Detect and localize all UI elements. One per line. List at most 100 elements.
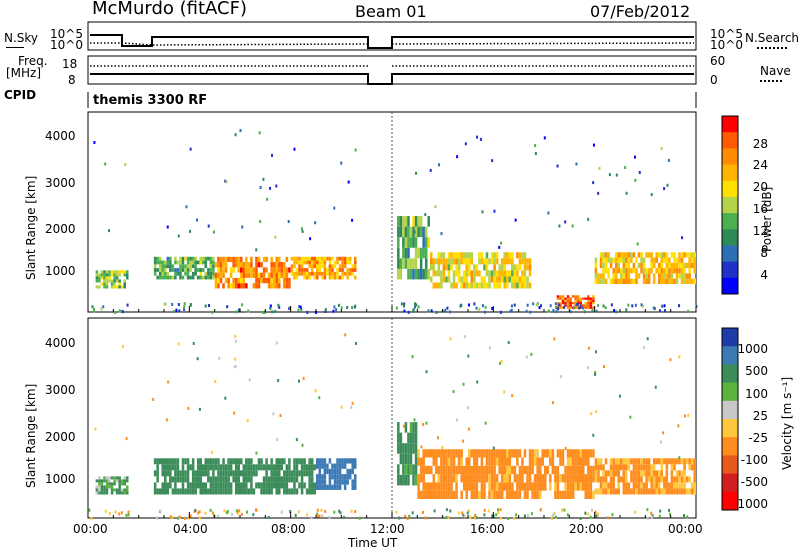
- power-cell: [204, 256, 208, 261]
- power-cell: [207, 256, 210, 261]
- velocity-cell: [490, 449, 494, 458]
- power-cell: [675, 257, 679, 263]
- velocity-cell: [652, 458, 656, 465]
- power-cell: [267, 272, 271, 278]
- velocity-cell: [404, 474, 408, 486]
- power-speckle: [663, 304, 666, 308]
- power-cell: [397, 258, 400, 269]
- power-cell: [612, 278, 615, 284]
- velocity-cell: [508, 474, 512, 483]
- velocity-cell: [265, 476, 268, 483]
- power-speckle: [204, 304, 207, 308]
- velocity-cell: [103, 479, 106, 483]
- velocity-cell: [569, 474, 572, 483]
- velocity-cell: [678, 476, 681, 483]
- power-cell: [652, 257, 656, 263]
- velocity-ytick: 2000: [45, 430, 76, 444]
- power-cell: [468, 252, 471, 259]
- power-speckle: [687, 309, 690, 313]
- power-cell: [194, 268, 197, 272]
- power-cell: [521, 276, 524, 283]
- velocity-cell: [549, 482, 552, 491]
- velocity-cell: [680, 458, 684, 465]
- velocity-cell: [475, 482, 479, 491]
- power-speckle: [234, 133, 237, 137]
- power-cell: [186, 256, 190, 261]
- power-cell: [419, 258, 423, 269]
- power-speckle: [413, 230, 416, 234]
- power-cell: [495, 258, 499, 265]
- velocity-cell: [460, 465, 463, 475]
- velocity-cell: [678, 470, 681, 477]
- velocity-cell: [191, 458, 195, 465]
- velocity-speckle: [125, 513, 128, 517]
- power-speckle: [440, 232, 443, 236]
- power-cell: [202, 256, 205, 261]
- velocity-cell: [234, 482, 238, 489]
- velocity-speckle: [449, 509, 452, 513]
- power-speckle: [172, 310, 175, 314]
- power-speckle: [427, 309, 430, 313]
- power-cell: [232, 267, 235, 273]
- velocity-cell: [503, 482, 506, 491]
- velocity-cell: [511, 490, 514, 499]
- velocity-cell: [465, 482, 468, 491]
- power-cell: [556, 297, 560, 300]
- velocity-cell: [156, 464, 159, 471]
- velocity-cell: [166, 482, 170, 489]
- velocity-cell: [242, 482, 246, 489]
- velocity-cell: [455, 449, 458, 458]
- velocity-cell: [645, 488, 648, 495]
- velocity-cbar-tick: 1000: [737, 342, 768, 356]
- power-speckle: [177, 234, 180, 238]
- power-cell: [511, 282, 514, 289]
- power-speckle: [652, 306, 655, 310]
- velocity-cell: [655, 476, 658, 483]
- power-cell: [295, 268, 299, 272]
- velocity-cell: [450, 482, 453, 491]
- power-cell: [427, 216, 430, 227]
- power-cell: [166, 260, 170, 265]
- velocity-cell: [632, 488, 636, 495]
- power-cell: [323, 268, 327, 272]
- power-speckle: [340, 306, 343, 310]
- velocity-cell: [100, 485, 104, 489]
- velocity-cell: [637, 470, 641, 477]
- velocity-cell: [617, 482, 620, 489]
- velocity-cell: [331, 474, 334, 480]
- power-cell: [670, 262, 674, 269]
- power-cell: [683, 262, 686, 269]
- velocity-cell: [432, 457, 436, 466]
- power-cell: [346, 271, 349, 276]
- velocity-speckle: [476, 380, 479, 384]
- power-speckle: [481, 210, 484, 214]
- velocity-cell: [516, 474, 519, 483]
- velocity-speckle: [496, 508, 499, 512]
- power-cell: [100, 270, 104, 274]
- power-cell: [445, 258, 448, 265]
- power-cell: [620, 273, 623, 279]
- velocity-cbar-tick: -500: [740, 475, 768, 489]
- velocity-cell: [445, 449, 448, 458]
- power-cell: [460, 252, 463, 259]
- power-cell: [680, 257, 684, 263]
- velocity-cell: [584, 482, 588, 491]
- power-cell: [262, 267, 266, 273]
- colorbar-swatch: [722, 473, 738, 493]
- power-cell: [169, 268, 172, 272]
- velocity-speckle: [491, 514, 494, 518]
- power-cell: [171, 264, 175, 269]
- power-speckle: [333, 305, 336, 309]
- power-speckle: [468, 303, 471, 307]
- velocity-cell: [318, 474, 322, 480]
- power-cell: [678, 257, 681, 263]
- velocity-cell: [445, 474, 448, 483]
- velocity-cell: [683, 476, 686, 483]
- velocity-cell: [308, 482, 311, 489]
- velocity-cell: [321, 484, 324, 490]
- velocity-speckle: [104, 509, 107, 513]
- velocity-cell: [267, 476, 271, 483]
- power-speckle: [183, 308, 186, 312]
- velocity-cell: [417, 457, 420, 466]
- velocity-cell: [549, 449, 552, 458]
